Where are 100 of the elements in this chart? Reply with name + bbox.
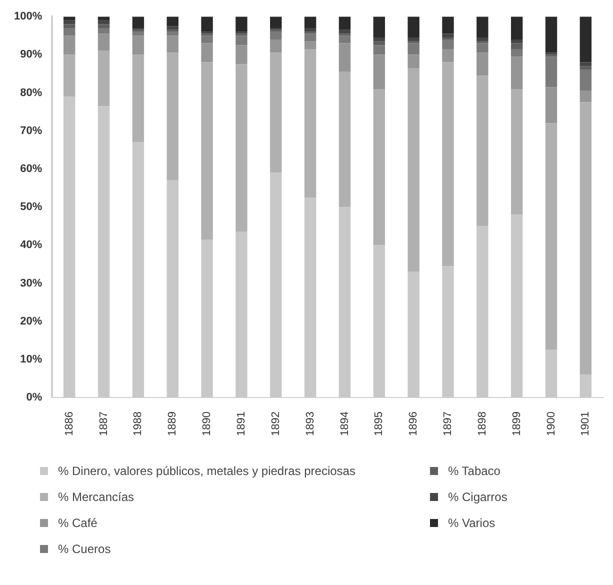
bar [442, 39, 454, 49]
bar [98, 50, 110, 106]
bar [338, 16, 351, 30]
bar [166, 32, 178, 36]
bar [545, 123, 558, 350]
bar [201, 62, 213, 240]
bar [270, 32, 282, 40]
x-tick-label: 1892 [270, 412, 282, 436]
bar [63, 24, 76, 28]
bar [442, 48, 454, 62]
bar [201, 36, 213, 44]
bar [373, 45, 385, 55]
bar [236, 36, 248, 46]
bar [373, 38, 385, 42]
y-tick-label: 10% [20, 353, 42, 366]
bar [338, 72, 351, 208]
x-tick-label: 1895 [373, 412, 386, 436]
bar [270, 39, 282, 53]
bar [338, 43, 351, 72]
bar [408, 43, 420, 55]
bar [98, 34, 110, 51]
bar [476, 38, 488, 42]
bar [510, 48, 523, 57]
x-tick-label: 1896 [408, 412, 420, 436]
y-tick-label: 30% [20, 277, 42, 290]
bar [510, 88, 523, 215]
bar [510, 56, 523, 89]
bar [408, 54, 420, 68]
y-tick-label: 90% [20, 48, 42, 61]
bar [580, 66, 592, 70]
bar [476, 16, 488, 38]
bar [236, 64, 248, 232]
bar [236, 16, 248, 32]
bar [545, 87, 558, 124]
bar [98, 20, 110, 24]
bar [270, 52, 282, 173]
x-tick-label: 1899 [510, 412, 523, 436]
bar [166, 52, 178, 180]
bar [304, 48, 316, 198]
bar [166, 36, 178, 53]
bar [510, 43, 523, 49]
bar [132, 16, 144, 28]
bar [442, 62, 454, 266]
bar [442, 34, 454, 38]
bar [510, 16, 523, 40]
legend-label: % Varios [448, 516, 496, 530]
bar [580, 16, 592, 62]
legend-label: % Mercancías [58, 490, 134, 504]
bar [580, 90, 592, 102]
x-tick-label: 1988 [132, 412, 144, 436]
y-tick-label: 70% [20, 124, 42, 137]
bar [236, 45, 248, 64]
x-tick-label: 1886 [63, 412, 76, 436]
bar [476, 76, 488, 226]
y-tick-label: 80% [20, 86, 42, 99]
y-tick-label: 50% [20, 201, 42, 214]
bar [442, 16, 454, 34]
bar [408, 38, 420, 42]
x-tick-label: 1889 [166, 412, 179, 436]
bar [201, 43, 213, 62]
bar [304, 16, 316, 28]
bar [201, 16, 213, 32]
bar [63, 28, 76, 36]
bar [304, 28, 316, 32]
bar [373, 16, 385, 38]
bar [580, 102, 592, 375]
bar [580, 70, 592, 91]
bar [373, 88, 385, 246]
x-tick-label: 1900 [545, 412, 558, 436]
bar [132, 32, 144, 36]
bar [304, 41, 316, 49]
bar [63, 54, 76, 97]
legend-label: % Dinero, valores públicos, metales y piedras preciosas [58, 464, 356, 478]
x-tick-label: 1894 [338, 412, 351, 436]
bar [63, 36, 76, 55]
bar [408, 68, 420, 272]
bar [476, 43, 488, 53]
bar [132, 54, 144, 142]
bar [476, 52, 488, 76]
bar [98, 16, 110, 20]
x-tick-label: 1887 [98, 412, 110, 436]
legend-label: % Tabaco [448, 464, 500, 478]
legend-label: % Cueros [58, 542, 111, 556]
bar [270, 16, 282, 28]
bar [545, 16, 558, 53]
bar [408, 16, 420, 38]
x-tick-label: 1897 [442, 412, 454, 436]
bar [98, 28, 110, 34]
bar [510, 39, 523, 44]
y-tick-label: 100% [14, 10, 42, 23]
y-tick-label: 0% [26, 392, 42, 404]
legend-label: % Café [58, 516, 98, 530]
bar [98, 24, 110, 28]
bar [373, 41, 385, 46]
bar [338, 36, 351, 44]
legend-label: % Cigarros [448, 490, 508, 504]
bar [580, 62, 592, 66]
x-tick-label: 1901 [580, 412, 592, 436]
x-tick-label: 1891 [235, 412, 248, 436]
bar [338, 30, 351, 34]
